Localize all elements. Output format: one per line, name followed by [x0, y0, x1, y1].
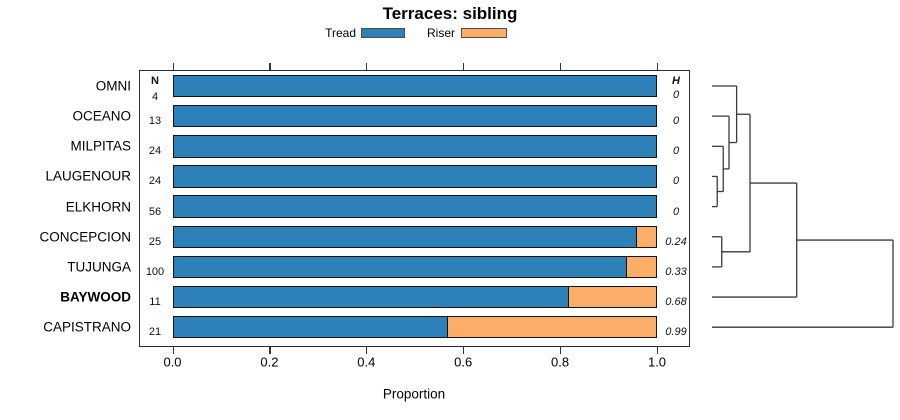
bar-tread-oceano: [172, 104, 657, 128]
n-column-header: N: [151, 75, 159, 87]
n-value-capistrano: 21: [148, 326, 162, 339]
bar-tread-tujunga: [172, 255, 628, 279]
x-tick-bottom-1.0: [657, 347, 659, 354]
h-column-header: H: [672, 75, 680, 87]
x-tick-label-0.6: 0.6: [454, 354, 473, 370]
n-value-tujunga: 100: [145, 265, 165, 278]
x-tick-top-0.4: [366, 63, 368, 70]
legend-swatch-tread: [361, 28, 405, 38]
n-value-omni: 4: [151, 91, 159, 103]
x-tick-bottom-0.6: [463, 347, 465, 354]
h-value-milpitas: 0: [672, 145, 680, 158]
bar-riser-concepcion: [636, 225, 657, 248]
h-value-tujunga: 0.33: [665, 265, 687, 278]
category-label-laugenour: LAUGENOUR: [45, 168, 131, 184]
category-label-oceano: OCEANO: [72, 108, 131, 124]
category-label-milpitas: MILPITAS: [70, 138, 131, 154]
x-tick-label-0.4: 0.4: [357, 354, 376, 370]
bar-tread-laugenour: [172, 165, 657, 188]
n-value-baywood: 11: [149, 296, 161, 309]
x-tick-top-0.2: [269, 63, 271, 70]
legend-swatch-riser: [461, 28, 507, 38]
h-value-capistrano: 0.99: [665, 326, 687, 339]
x-tick-label-1.0: 1.0: [647, 354, 667, 370]
n-value-oceano: 13: [148, 115, 162, 128]
legend-label-tread: Tread: [325, 26, 356, 40]
category-label-capistrano: CAPISTRANO: [43, 319, 131, 335]
x-tick-top-0.0: [172, 63, 174, 70]
x-tick-top-1.0: [657, 63, 659, 70]
bar-tread-omni: [172, 74, 657, 98]
bar-tread-concepcion: [172, 225, 638, 248]
bar-tread-baywood: [172, 285, 570, 309]
legend-label-riser: Riser: [426, 26, 455, 40]
bar-tread-capistrano: [172, 315, 449, 339]
bar-tread-elkhorn: [172, 195, 657, 218]
h-value-baywood: 0.68: [665, 296, 687, 309]
x-tick-label-0.0: 0.0: [163, 354, 182, 370]
x-tick-bottom-0.8: [560, 347, 562, 354]
x-tick-top-0.8: [560, 63, 562, 70]
x-tick-label-0.8: 0.8: [551, 354, 570, 370]
x-tick-label-0.2: 0.2: [260, 354, 279, 370]
category-label-baywood: BAYWOOD: [60, 289, 131, 305]
bar-tread-milpitas: [172, 135, 657, 158]
n-value-elkhorn: 56: [148, 205, 162, 218]
h-value-concepcion: 0.24: [665, 235, 687, 248]
x-tick-bottom-0.2: [269, 347, 271, 354]
x-tick-bottom-0.4: [366, 347, 368, 354]
x-axis-label: Proportion: [382, 386, 446, 402]
n-value-laugenour: 24: [148, 175, 162, 188]
x-tick-bottom-0.0: [172, 347, 174, 354]
chart-title: Terraces: sibling: [382, 4, 518, 23]
x-tick-top-0.6: [463, 63, 465, 70]
bar-riser-tujunga: [626, 255, 657, 279]
bar-riser-capistrano: [447, 315, 657, 339]
h-value-omni: 0: [672, 89, 680, 101]
bar-riser-baywood: [568, 285, 657, 309]
h-value-oceano: 0: [672, 115, 680, 128]
h-value-laugenour: 0: [672, 175, 680, 188]
category-label-elkhorn: ELKHORN: [65, 199, 131, 215]
category-label-tujunga: TUJUNGA: [67, 259, 131, 275]
category-label-concepcion: CONCEPCION: [39, 229, 131, 245]
n-value-milpitas: 24: [148, 145, 162, 158]
category-label-omni: OMNI: [95, 78, 131, 94]
h-value-elkhorn: 0: [672, 205, 680, 218]
n-value-concepcion: 25: [148, 235, 162, 248]
